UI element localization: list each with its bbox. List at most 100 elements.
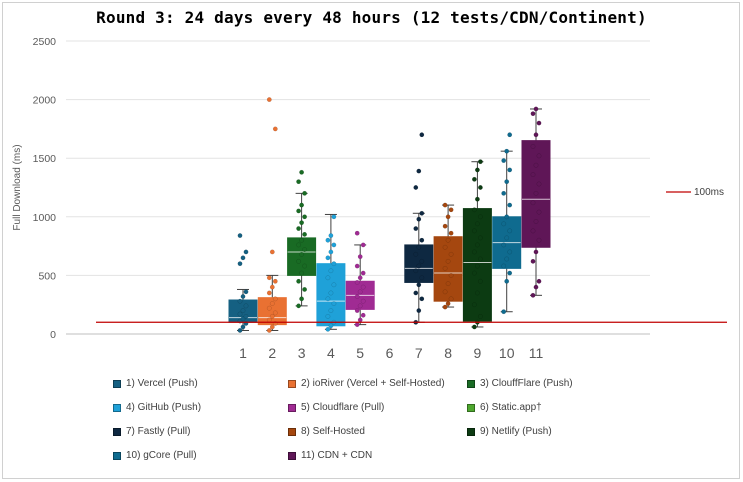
y-tick-label: 1000 bbox=[33, 212, 57, 224]
data-point bbox=[442, 244, 448, 250]
legend-label: 6) Static.app† bbox=[480, 402, 542, 413]
data-point bbox=[237, 233, 243, 238]
legend-item: 8) Self-Hosted bbox=[288, 426, 365, 437]
data-point bbox=[504, 179, 510, 185]
data-point bbox=[530, 200, 536, 206]
data-point bbox=[477, 278, 483, 284]
y-tick-label: 1500 bbox=[33, 153, 57, 165]
data-point bbox=[237, 261, 243, 267]
data-point bbox=[302, 190, 307, 196]
data-point bbox=[445, 281, 451, 287]
legend-label: 11) CDN + CDN bbox=[301, 450, 373, 461]
data-point bbox=[299, 270, 304, 276]
legend-label: 8) Self-Hosted bbox=[301, 426, 365, 437]
legend-swatch bbox=[113, 379, 121, 388]
data-point bbox=[302, 214, 307, 220]
data-point bbox=[269, 324, 275, 330]
data-point bbox=[419, 296, 425, 302]
legend-swatch bbox=[467, 379, 475, 388]
legend-item: 2) ioRiver (Vercel + Self-Hosted) bbox=[288, 378, 445, 389]
data-point bbox=[272, 296, 278, 302]
legend-item: 1) Vercel (Push) bbox=[113, 378, 198, 389]
legend-label: 9) Netlify (Push) bbox=[480, 426, 552, 437]
data-point bbox=[269, 301, 275, 306]
legend-swatch bbox=[467, 403, 475, 412]
data-point bbox=[471, 228, 477, 234]
x-tick-label: 7 bbox=[415, 345, 423, 361]
data-point bbox=[299, 251, 304, 257]
data-point bbox=[325, 296, 331, 302]
data-point bbox=[354, 263, 360, 269]
legend-swatch bbox=[113, 451, 121, 460]
data-point bbox=[442, 223, 448, 229]
data-point bbox=[240, 308, 246, 313]
data-point bbox=[357, 317, 363, 323]
legend-swatch bbox=[113, 427, 121, 436]
y-tick-label: 0 bbox=[50, 329, 56, 341]
data-point bbox=[331, 261, 337, 267]
data-point bbox=[266, 290, 272, 296]
legend-item: 3) ClouffFlare (Push) bbox=[467, 378, 573, 389]
data-point bbox=[354, 308, 360, 313]
data-point bbox=[266, 317, 272, 323]
x-tick-label: 10 bbox=[499, 345, 515, 361]
data-point bbox=[266, 305, 272, 311]
data-point bbox=[331, 214, 337, 220]
legend-item: 6) Static.app† bbox=[467, 402, 542, 413]
data-point bbox=[269, 314, 275, 319]
data-point bbox=[471, 176, 477, 182]
data-point bbox=[354, 294, 360, 299]
legend-label: 3) ClouffFlare (Push) bbox=[480, 378, 573, 389]
data-point bbox=[474, 221, 480, 227]
x-tick-label: 4 bbox=[327, 345, 335, 361]
data-point bbox=[302, 231, 307, 237]
data-point bbox=[328, 290, 334, 296]
data-point bbox=[504, 214, 510, 220]
y-tick-label: 500 bbox=[38, 270, 56, 282]
data-point bbox=[299, 202, 304, 208]
data-point bbox=[413, 226, 419, 231]
data-point bbox=[477, 256, 483, 262]
data-point bbox=[296, 278, 301, 284]
data-point bbox=[533, 162, 539, 168]
data-point bbox=[416, 244, 422, 250]
data-point bbox=[272, 278, 278, 284]
y-tick-label: 2500 bbox=[33, 36, 57, 48]
data-point bbox=[530, 228, 536, 234]
data-point bbox=[448, 272, 454, 278]
legend-label: 4) GitHub (Push) bbox=[126, 402, 202, 413]
data-point bbox=[477, 185, 483, 190]
data-point bbox=[445, 214, 451, 220]
data-point bbox=[507, 270, 513, 276]
legend-label: 2) ioRiver (Vercel + Self-Hosted) bbox=[301, 378, 445, 389]
data-point bbox=[237, 311, 243, 317]
data-point bbox=[240, 255, 246, 261]
data-point bbox=[269, 284, 275, 290]
data-point bbox=[442, 202, 448, 208]
data-point bbox=[325, 237, 331, 243]
legend-label: 5) Cloudflare (Pull) bbox=[301, 402, 385, 413]
data-point bbox=[266, 275, 272, 281]
legend-item: 7) Fastly (Pull) bbox=[113, 426, 190, 437]
data-point bbox=[354, 322, 360, 328]
data-point bbox=[328, 323, 334, 329]
data-point bbox=[471, 207, 477, 213]
x-tick-label: 9 bbox=[474, 345, 482, 361]
chart-title: Round 3: 24 days every 48 hours (12 test… bbox=[96, 8, 647, 27]
data-point bbox=[530, 111, 536, 117]
data-point bbox=[445, 237, 451, 243]
data-point bbox=[296, 303, 301, 309]
x-tick-label: 11 bbox=[529, 345, 544, 361]
data-point bbox=[360, 242, 366, 248]
data-point bbox=[296, 242, 301, 248]
data-point bbox=[536, 209, 542, 215]
legend-label: 7) Fastly (Pull) bbox=[126, 426, 191, 437]
data-point bbox=[240, 324, 246, 330]
x-tick-label: 3 bbox=[298, 345, 306, 361]
legend-swatch bbox=[113, 403, 121, 412]
data-point bbox=[474, 263, 480, 269]
data-point bbox=[445, 301, 451, 306]
data-point bbox=[354, 230, 360, 236]
